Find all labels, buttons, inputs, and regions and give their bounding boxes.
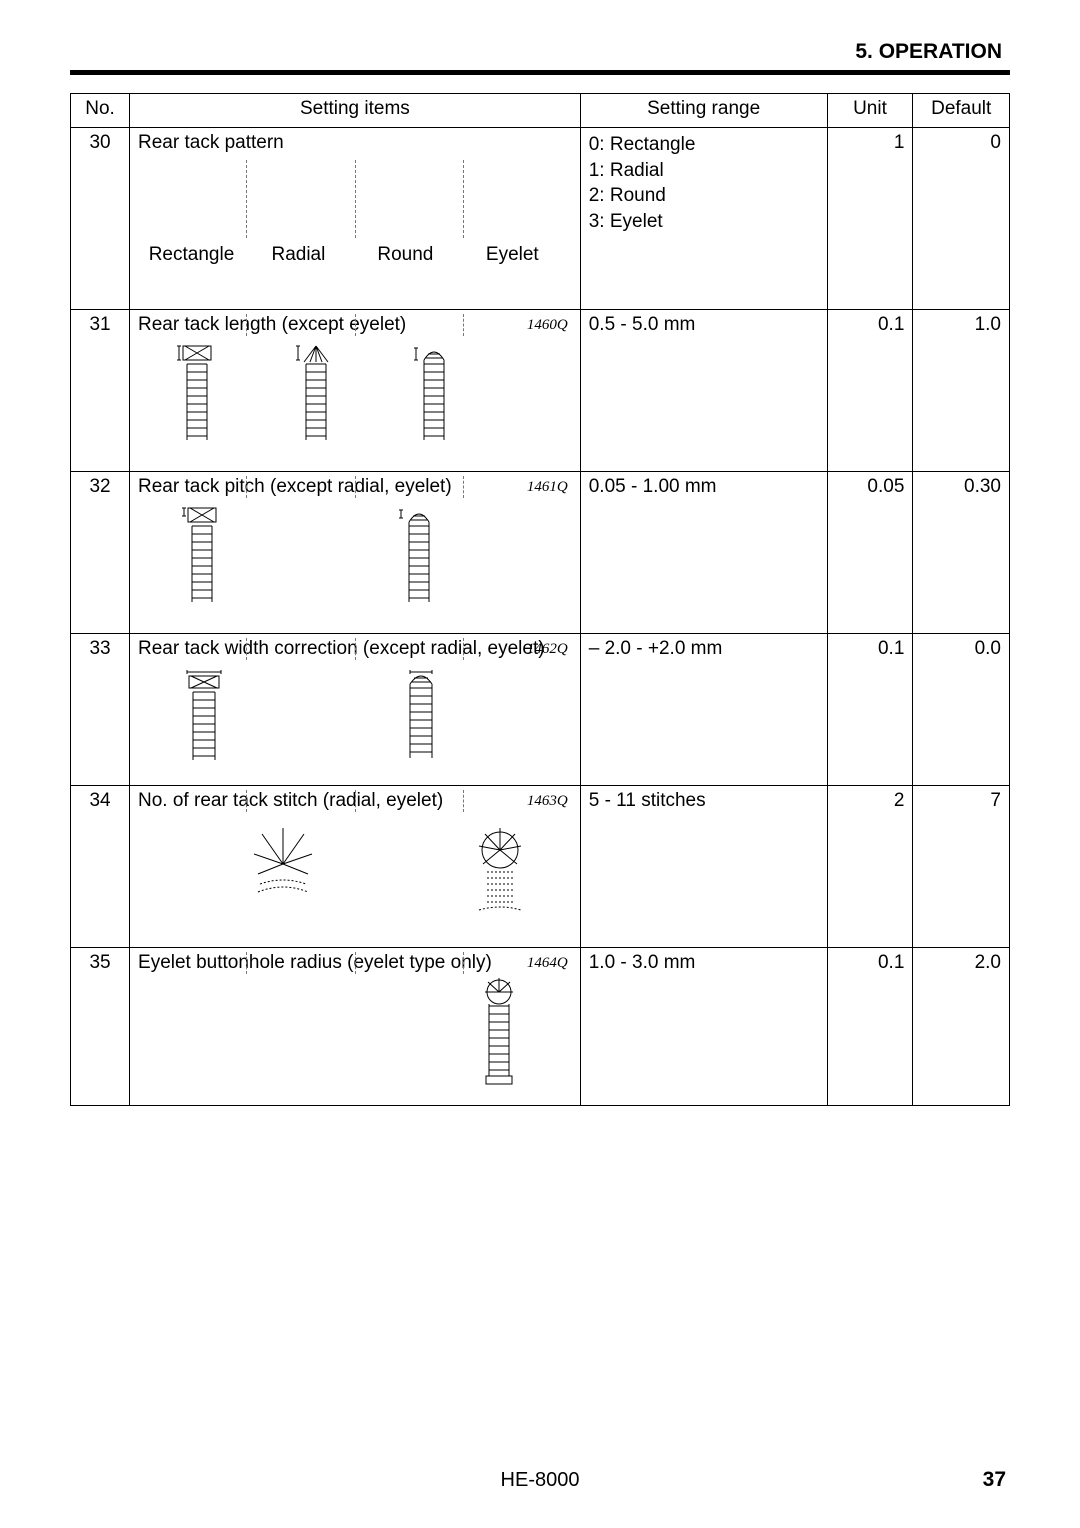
divider	[355, 160, 356, 238]
divider	[246, 790, 247, 812]
divider	[355, 790, 356, 812]
cell-default: 0.0	[913, 634, 1010, 786]
table-row: 32 Rear tack pitch (except radial, eyele…	[71, 472, 1010, 634]
cell-no: 33	[71, 634, 130, 786]
col-range-header: Setting range	[580, 94, 827, 128]
item-title: Rear tack pattern	[138, 132, 572, 154]
range-line: 1: Radial	[589, 158, 819, 184]
stitch-icon	[296, 344, 336, 444]
cell-items: Rear tack pitch (except radial, eyelet)	[130, 472, 581, 634]
divider	[355, 952, 356, 974]
cell-default: 1.0	[913, 310, 1010, 472]
footer-model: HE-8000	[0, 1469, 1080, 1492]
eyelet-buttonhole-icon	[474, 976, 524, 1086]
cell-items: Rear tack pattern Rectangle Radial Round…	[130, 128, 581, 310]
pattern-label: Radial	[245, 244, 352, 266]
col-unit-header: Unit	[827, 94, 913, 128]
pattern-label: Eyelet	[459, 244, 566, 266]
range-line: 0: Rectangle	[589, 132, 819, 158]
divider	[246, 638, 247, 660]
cell-range: 0: Rectangle 1: Radial 2: Round 3: Eyele…	[580, 128, 827, 310]
cell-unit: 0.1	[827, 634, 913, 786]
cell-no: 31	[71, 310, 130, 472]
cell-no: 30	[71, 128, 130, 310]
stitch-icon	[398, 664, 444, 764]
divider	[246, 314, 247, 336]
cell-items: No. of rear tack stitch (radial, eyelet)	[130, 786, 581, 948]
stitch-icon	[182, 506, 222, 606]
col-default-header: Default	[913, 94, 1010, 128]
figure-ref: 1462Q	[527, 641, 568, 658]
figure-ref: 1464Q	[527, 955, 568, 972]
cell-unit: 0.1	[827, 948, 913, 1106]
divider	[355, 638, 356, 660]
cell-no: 32	[71, 472, 130, 634]
settings-table: No. Setting items Setting range Unit Def…	[70, 93, 1010, 1106]
divider	[246, 476, 247, 498]
divider	[463, 638, 464, 660]
table-header-row: No. Setting items Setting range Unit Def…	[71, 94, 1010, 128]
section-title: 5. OPERATION	[70, 40, 1010, 64]
figure-ref: 1461Q	[527, 479, 568, 496]
divider	[355, 314, 356, 336]
cell-items: Eyelet buttonhole radius (eyelet type on…	[130, 948, 581, 1106]
col-no-header: No.	[71, 94, 130, 128]
col-items-header: Setting items	[130, 94, 581, 128]
range-line: 2: Round	[589, 183, 819, 209]
cell-range: 0.5 - 5.0 mm	[580, 310, 827, 472]
cell-items: Rear tack width correction (except radia…	[130, 634, 581, 786]
cell-default: 0.30	[913, 472, 1010, 634]
stitch-icon	[414, 344, 454, 444]
table-row: 30 Rear tack pattern Rectangle Radial Ro…	[71, 128, 1010, 310]
cell-items: Rear tack length (except eyelet)	[130, 310, 581, 472]
pattern-label: Round	[352, 244, 459, 266]
stitch-icon	[399, 506, 439, 606]
radial-stitch-icon	[248, 824, 318, 904]
pattern-labels: Rectangle Radial Round Eyelet	[138, 244, 572, 266]
divider	[463, 314, 464, 336]
pattern-label: Rectangle	[138, 244, 245, 266]
stitch-icon	[177, 344, 217, 444]
table-row: 35 Eyelet buttonhole radius (eyelet type…	[71, 948, 1010, 1106]
divider	[355, 476, 356, 498]
cell-default: 2.0	[913, 948, 1010, 1106]
divider	[246, 952, 247, 974]
eyelet-stitch-icon	[465, 824, 535, 924]
divider	[463, 790, 464, 812]
table-row: 34 No. of rear tack stitch (radial, eyel…	[71, 786, 1010, 948]
cell-range: 5 - 11 stitches	[580, 786, 827, 948]
figure-ref: 1463Q	[527, 793, 568, 810]
cell-unit: 0.1	[827, 310, 913, 472]
page-number: 37	[983, 1468, 1006, 1492]
cell-unit: 1	[827, 128, 913, 310]
cell-range: 1.0 - 3.0 mm	[580, 948, 827, 1106]
divider	[463, 476, 464, 498]
table-row: 31 Rear tack length (except eyelet)	[71, 310, 1010, 472]
range-line: 3: Eyelet	[589, 209, 819, 235]
header-rule	[70, 70, 1010, 75]
cell-range: – 2.0 - +2.0 mm	[580, 634, 827, 786]
divider	[246, 160, 247, 238]
divider	[463, 160, 464, 238]
cell-unit: 0.05	[827, 472, 913, 634]
figure-ref: 1460Q	[527, 317, 568, 334]
divider	[463, 952, 464, 974]
table-row: 33 Rear tack width correction (except ra…	[71, 634, 1010, 786]
stitch-icon	[181, 664, 227, 764]
cell-default: 7	[913, 786, 1010, 948]
cell-no: 34	[71, 786, 130, 948]
cell-unit: 2	[827, 786, 913, 948]
cell-default: 0	[913, 128, 1010, 310]
cell-no: 35	[71, 948, 130, 1106]
cell-range: 0.05 - 1.00 mm	[580, 472, 827, 634]
